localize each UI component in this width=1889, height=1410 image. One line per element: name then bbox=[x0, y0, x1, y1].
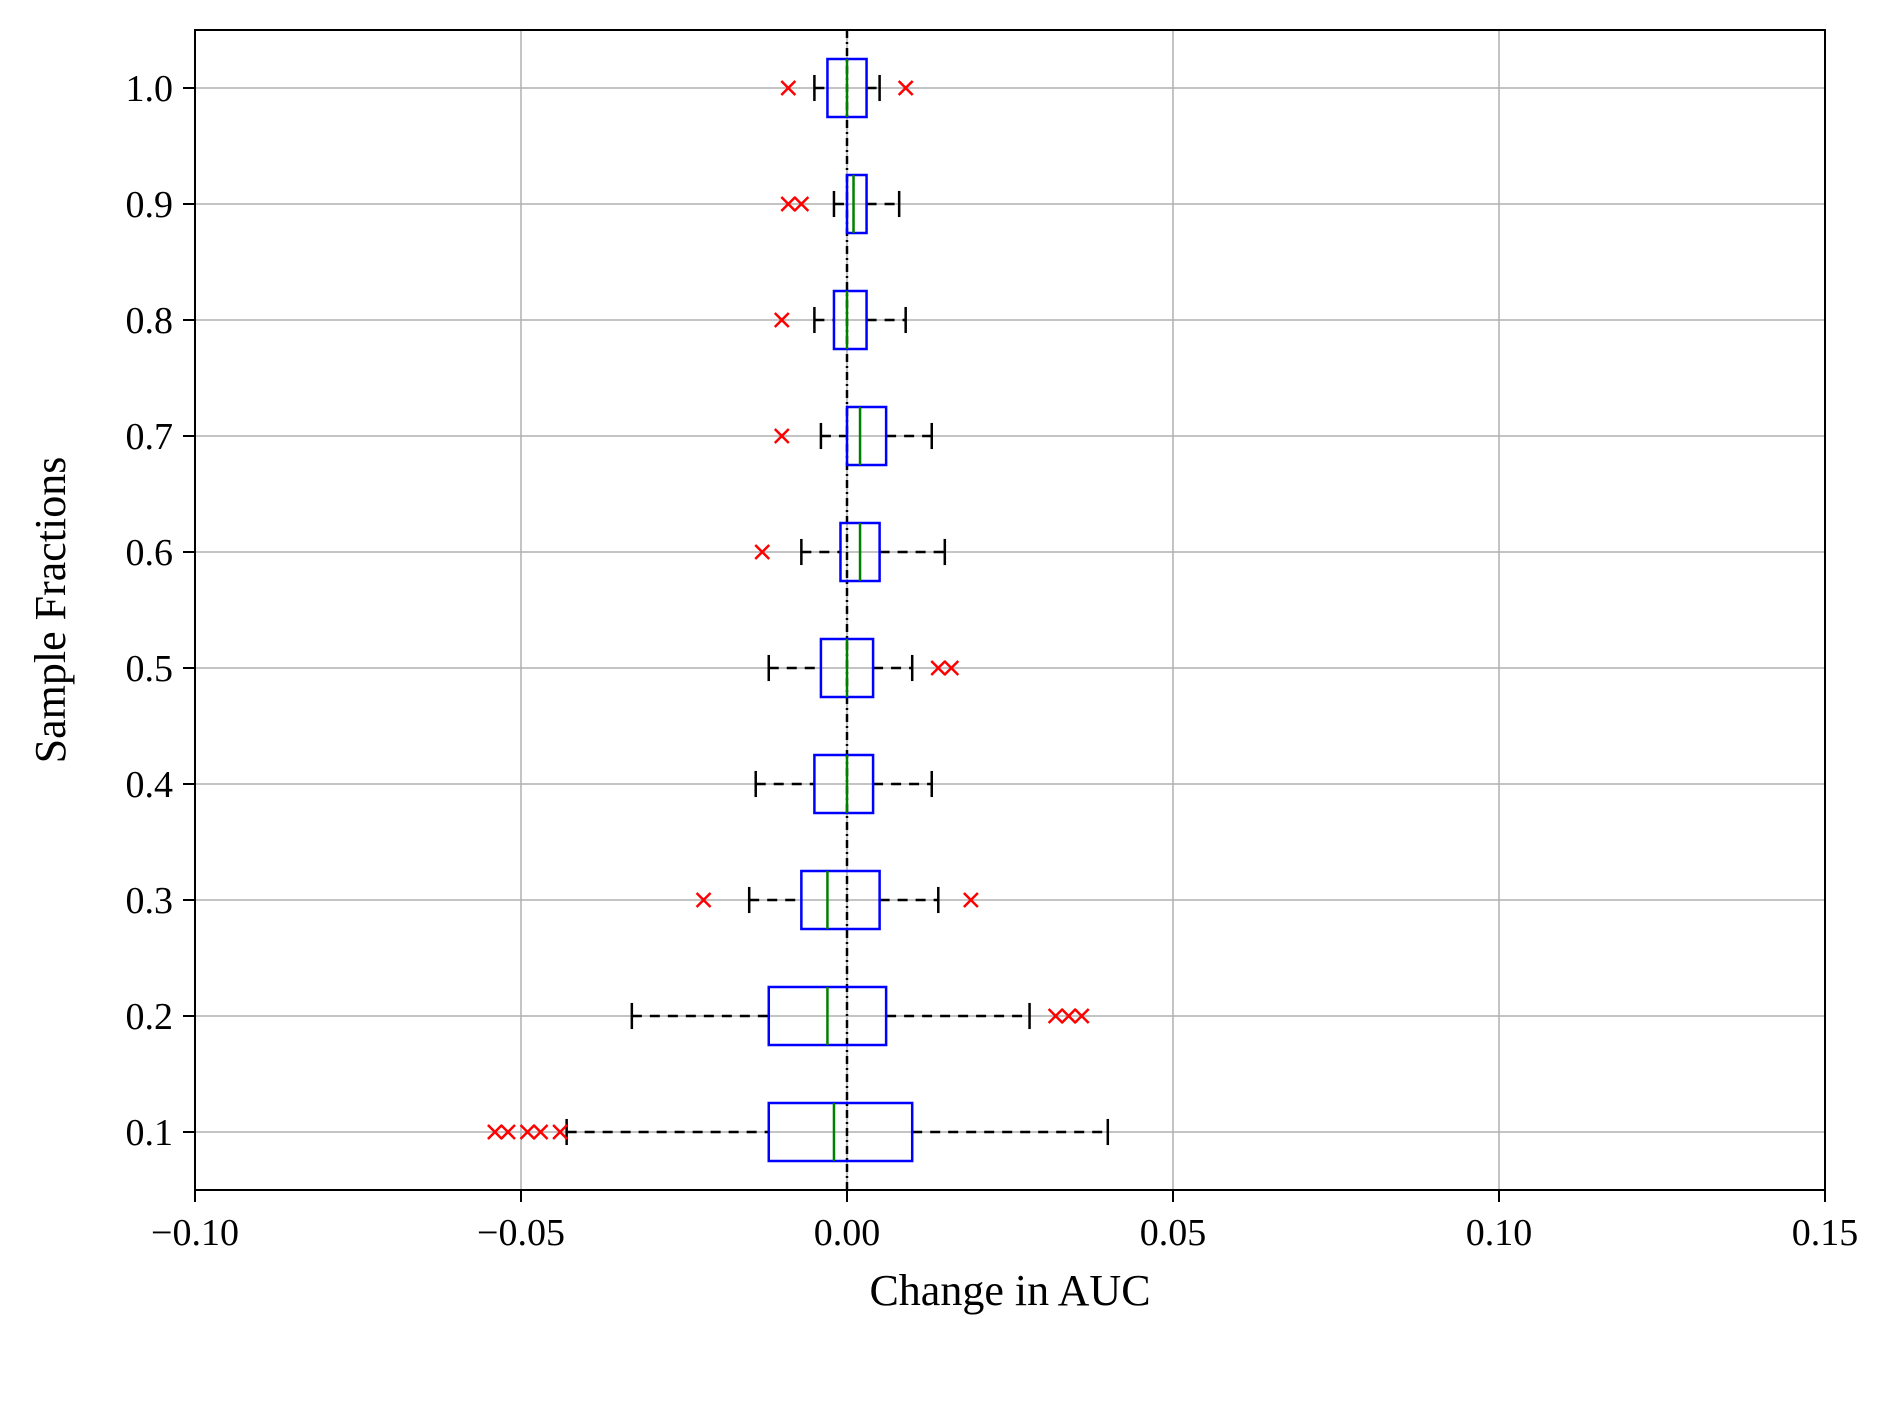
x-axis-title: Change in AUC bbox=[869, 1266, 1150, 1315]
y-tick-label: 0.4 bbox=[126, 764, 174, 806]
x-tick-label: 0.15 bbox=[1792, 1212, 1859, 1254]
y-tick-label: 0.3 bbox=[126, 880, 174, 922]
chart-svg: −0.10 −0.05 0.00 0.05 0.10 0.15 0.1 0.2 0.3 0.4 0.… bbox=[0, 0, 1889, 1410]
y-tick-label: 0.7 bbox=[126, 416, 174, 458]
chart-bg bbox=[0, 0, 1889, 1410]
y-tick-label: 0.1 bbox=[126, 1112, 174, 1154]
y-tick-label: 1.0 bbox=[126, 68, 174, 110]
x-tick-label: −0.10 bbox=[151, 1212, 239, 1254]
x-tick-label: 0.05 bbox=[1140, 1212, 1207, 1254]
boxplot-chart: −0.10 −0.05 0.00 0.05 0.10 0.15 0.1 0.2 0.3 0.4 0.… bbox=[0, 0, 1889, 1410]
x-tick-label: −0.05 bbox=[477, 1212, 565, 1254]
y-tick-label: 0.6 bbox=[126, 532, 174, 574]
y-tick-label: 0.2 bbox=[126, 996, 174, 1038]
y-tick-label: 0.8 bbox=[126, 300, 174, 342]
y-axis-title: Sample Fractions bbox=[26, 457, 75, 764]
y-tick-label: 0.5 bbox=[126, 648, 174, 690]
x-tick-label: 0.00 bbox=[814, 1212, 881, 1254]
x-tick-label: 0.10 bbox=[1466, 1212, 1533, 1254]
y-tick-label: 0.9 bbox=[126, 184, 174, 226]
